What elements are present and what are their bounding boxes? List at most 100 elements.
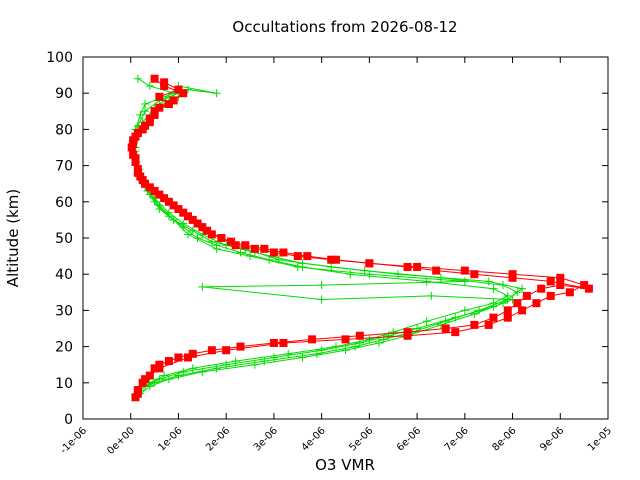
data-point-square (164, 197, 173, 206)
data-point-square (133, 389, 142, 398)
y-tick-label: 10 (55, 376, 73, 392)
data-point-plus (250, 360, 259, 369)
data-point-plus (422, 317, 431, 326)
data-point-plus (188, 364, 197, 373)
data-point-square (241, 241, 250, 250)
data-point-square (341, 335, 350, 344)
x-tick-label: -1e-06 (58, 425, 89, 456)
x-tick-label: 9e-06 (538, 425, 566, 453)
data-point-square (303, 252, 312, 261)
data-point-square (518, 306, 527, 315)
y-axis-title: Altitude (km) (4, 189, 22, 287)
data-point-square (484, 320, 493, 329)
data-point-square (293, 252, 302, 261)
x-tick-label: 7e-06 (443, 425, 471, 453)
data-point-plus (317, 281, 326, 290)
data-point-square (503, 306, 512, 315)
data-point-square (184, 353, 192, 362)
series-line (133, 85, 519, 395)
data-point-plus (169, 215, 178, 224)
y-tick-label: 40 (55, 267, 73, 283)
data-point-plus (274, 255, 283, 264)
data-point-square (441, 324, 450, 333)
data-point-plus (475, 306, 484, 315)
data-point-square (470, 270, 479, 279)
data-point-square (150, 364, 159, 373)
data-point-square (217, 234, 226, 242)
data-point-square (174, 353, 183, 362)
data-point-square (226, 237, 235, 246)
data-point-plus (341, 346, 350, 355)
data-point-plus (141, 100, 150, 109)
data-point-square (250, 244, 259, 253)
y-tick-label: 60 (55, 195, 73, 211)
data-point-square (207, 230, 216, 239)
data-point-square (131, 132, 140, 141)
data-point-plus (489, 284, 498, 293)
x-tick-label: 0e+00 (105, 425, 137, 457)
data-point-plus (222, 360, 231, 369)
data-point-plus (198, 282, 207, 291)
y-tick-label: 70 (55, 159, 73, 175)
data-point-square (222, 346, 231, 355)
y-tick-label: 30 (55, 303, 73, 319)
data-point-plus (470, 310, 479, 319)
data-point-plus (327, 262, 336, 271)
data-point-plus (246, 252, 255, 261)
data-point-plus (212, 244, 221, 253)
data-point-square (260, 244, 269, 253)
data-point-plus (212, 364, 221, 373)
x-axis-title: O3 VMR (315, 456, 375, 474)
data-point-plus (346, 270, 355, 279)
data-point-square (207, 346, 216, 355)
data-point-plus (207, 237, 216, 246)
data-point-square (236, 342, 245, 351)
data-point-plus (365, 335, 374, 344)
data-point-plus (284, 349, 293, 358)
x-tick-label: 6e-06 (395, 425, 423, 453)
data-point-square (432, 266, 441, 275)
data-point-plus (394, 270, 402, 279)
x-tick-label: 1e-05 (586, 425, 614, 453)
data-point-square (155, 364, 164, 373)
data-point-square (327, 255, 336, 264)
data-point-square (565, 288, 574, 297)
data-point-square (138, 176, 147, 185)
x-tick-label: 8e-06 (490, 425, 518, 453)
data-point-plus (133, 74, 142, 83)
data-point-square (403, 331, 412, 340)
x-tick-label: 3e-06 (252, 425, 280, 453)
data-point-square (413, 262, 422, 271)
data-point-square (169, 96, 178, 105)
y-tick-label: 20 (55, 340, 73, 356)
data-point-square (365, 259, 374, 268)
x-tick-label: 4e-06 (300, 425, 328, 453)
y-tick-label: 50 (55, 231, 73, 247)
data-point-square (131, 154, 140, 163)
data-point-square (164, 357, 173, 366)
data-point-square (231, 241, 240, 250)
data-point-plus (518, 284, 527, 293)
data-point-plus (317, 295, 326, 304)
data-point-plus (174, 371, 183, 380)
data-point-square (532, 299, 541, 308)
data-point-square (355, 331, 364, 340)
plot-area (127, 74, 593, 402)
data-point-square (179, 89, 188, 98)
data-point-plus (212, 89, 221, 98)
series-1 (129, 74, 512, 402)
data-point-plus (293, 262, 302, 271)
data-point-plus (460, 306, 469, 315)
series-line (131, 81, 589, 398)
data-point-square (145, 118, 154, 127)
series-line (134, 96, 524, 391)
data-point-square (174, 85, 183, 94)
data-point-square (556, 281, 565, 290)
data-point-plus (312, 349, 321, 358)
data-point-square (193, 219, 202, 228)
data-point-square (308, 335, 317, 344)
data-point-square (164, 100, 173, 109)
data-point-plus (184, 230, 192, 239)
data-point-plus (188, 226, 197, 235)
data-point-square (150, 74, 159, 83)
